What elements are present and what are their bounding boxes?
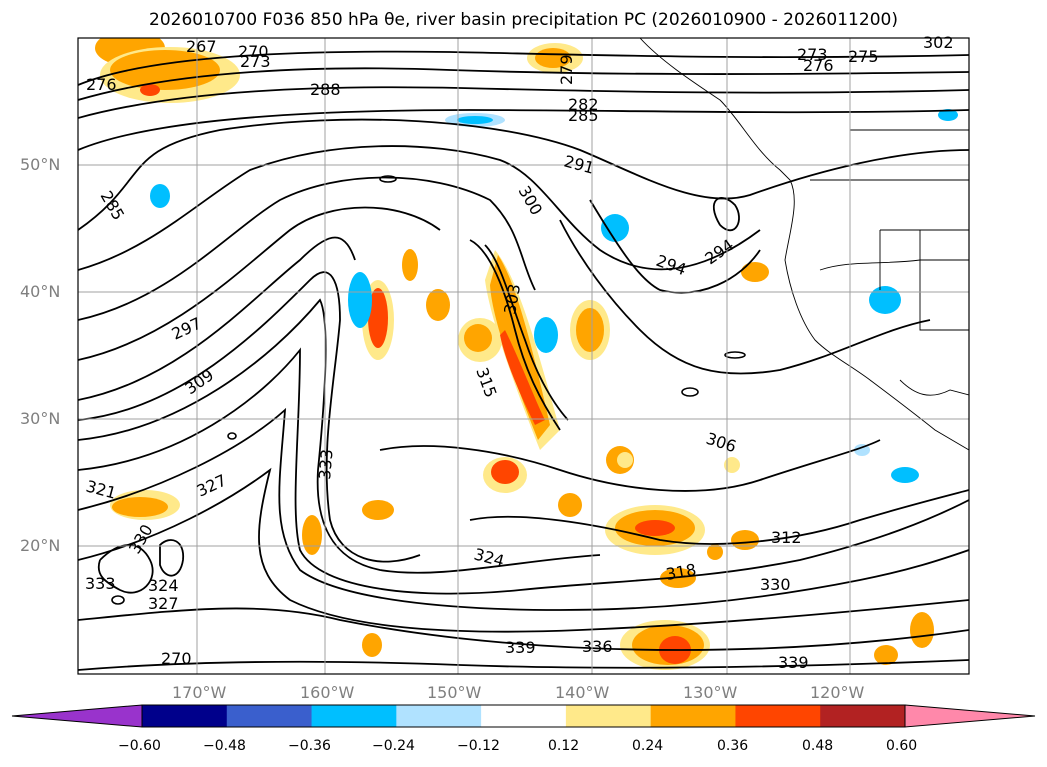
- colorbar-extend-low: [11, 704, 143, 728]
- lon-label-120w: 120°W: [810, 683, 865, 702]
- lon-label-160w: 160°W: [300, 683, 355, 702]
- contour-label: 327: [148, 594, 179, 613]
- contour-label: 333: [315, 448, 337, 480]
- colorbar-tick: −0.24: [372, 738, 415, 754]
- contour-label: 333: [85, 574, 116, 593]
- colorbar-tick: 0.24: [632, 738, 664, 754]
- contour-label: 330: [760, 575, 791, 594]
- colorbar-cell: [142, 705, 228, 727]
- lon-label-170w: 170°W: [172, 683, 227, 702]
- contour-label: 275: [848, 47, 879, 66]
- colorbar-tick: −0.12: [457, 738, 500, 754]
- contour-label: 285: [568, 106, 599, 125]
- contour-label: 312: [771, 528, 802, 547]
- contour-label: 276: [86, 75, 117, 94]
- lat-label-40n: 40°N: [20, 282, 61, 301]
- colorbar-cell: [735, 705, 821, 727]
- colorbar: [11, 704, 1036, 728]
- colorbar-tick: 0.36: [717, 738, 749, 754]
- colorbar-cell: [311, 705, 397, 727]
- colorbar-frame: [141, 704, 906, 728]
- colorbar-cell: [396, 705, 482, 727]
- lat-label-30n: 30°N: [20, 409, 61, 428]
- contour-label: 336: [582, 637, 613, 656]
- contour-label: 270: [238, 42, 269, 61]
- colorbar-cell: [820, 705, 906, 727]
- theta-e-contours: [78, 50, 969, 671]
- plot-frame: [77, 37, 970, 675]
- graticule: [78, 38, 969, 674]
- contour-label: 267: [186, 37, 217, 56]
- lon-label-150w: 150°W: [427, 683, 482, 702]
- contour-label: 282: [568, 95, 599, 114]
- contour-label: 273: [240, 52, 271, 71]
- contour-label: 339: [778, 653, 809, 672]
- colorbar-cell: [565, 705, 652, 727]
- colorbar-tick: 0.48: [802, 738, 834, 754]
- colorbar-tick: −0.60: [118, 738, 161, 754]
- contour-label: 302: [923, 33, 954, 52]
- colorbar-cell: [481, 705, 567, 727]
- colorbar-cell: [650, 705, 736, 727]
- lon-label-140w: 140°W: [555, 683, 610, 702]
- colorbar-tick: 0.60: [886, 738, 918, 754]
- colorbar-extend-high: [904, 704, 1036, 728]
- coastlines: [639, 38, 969, 451]
- lat-label-20n: 20°N: [20, 536, 61, 555]
- lat-label-50n: 50°N: [20, 155, 61, 174]
- contour-label: 324: [148, 576, 179, 595]
- lon-label-130w: 130°W: [683, 683, 738, 702]
- colorbar-tick: −0.48: [203, 738, 246, 754]
- contour-label: 276: [803, 56, 834, 75]
- contour-label: 339: [505, 638, 536, 657]
- colorbar-tick: 0.12: [548, 738, 580, 754]
- contour-label: 279: [557, 54, 576, 85]
- contour-label: 273: [797, 45, 828, 64]
- colorbar-tick: −0.36: [288, 738, 331, 754]
- contour-label: 288: [310, 80, 341, 99]
- colorbar-cell: [226, 705, 313, 727]
- map-title: 2026010700 F036 850 hPa θe, river basin …: [149, 10, 898, 30]
- contour-label: 270: [161, 649, 192, 668]
- precip-shading: [95, 38, 958, 670]
- colorbar-cells: [142, 705, 906, 727]
- small-contours: [111, 175, 746, 605]
